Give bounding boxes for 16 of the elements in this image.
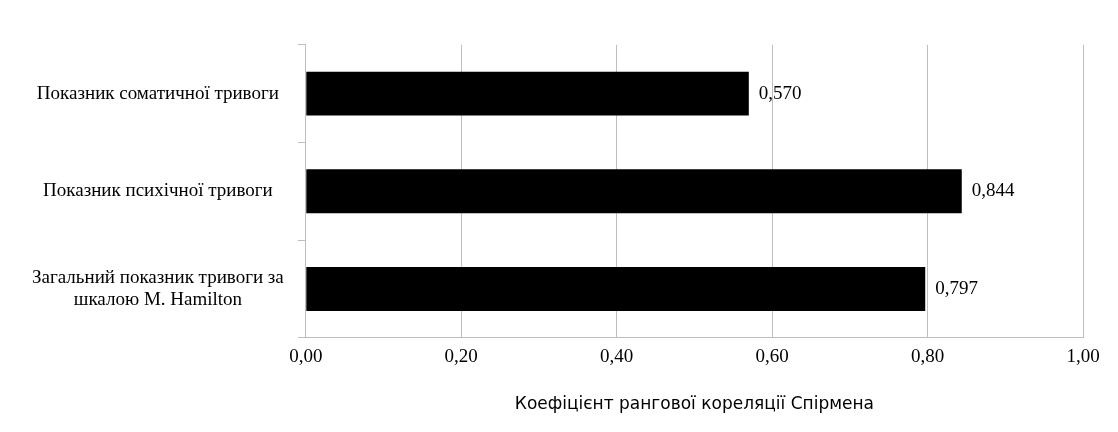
y-tick-label: Показник психічної тривоги [43, 179, 273, 201]
data-label: 0,844 [971, 179, 1016, 201]
x-tick-label: 0,20 [444, 345, 478, 367]
data-label: 0,797 [935, 276, 978, 298]
x-tick-label: 0,40 [600, 345, 634, 367]
x-tick-label: 0,00 [289, 345, 323, 367]
x-tick-label: 0,80 [910, 345, 945, 367]
y-tick-label: Загальний показник тривоги за шкалою M. Hamilton [32, 265, 285, 310]
x-tick-label: 1,00 [1066, 345, 1100, 367]
x-axis-title: Коефіцієнт рангової кореляції Спірмена [514, 393, 874, 414]
x-tick-label: 0,60 [755, 345, 789, 367]
bar [306, 169, 962, 214]
y-tick-label: Показник соматичної тривоги [36, 81, 279, 103]
data-label: 0,570 [758, 81, 802, 103]
bar [306, 71, 749, 116]
bar [306, 266, 926, 311]
